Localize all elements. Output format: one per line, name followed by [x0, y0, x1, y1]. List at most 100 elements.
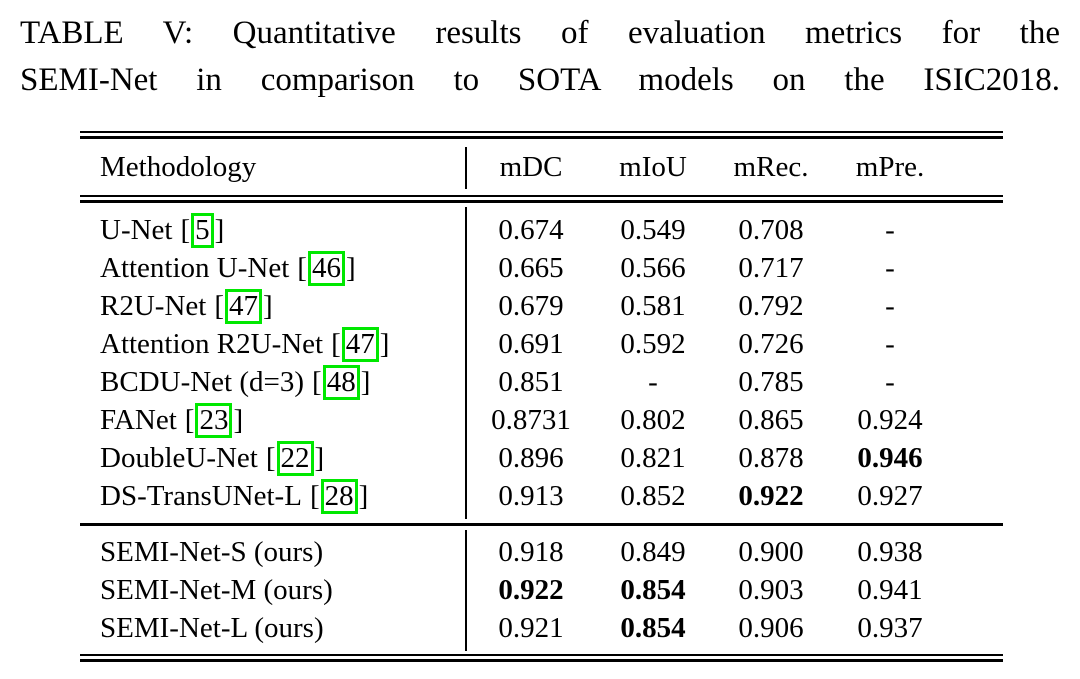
- column-divider-header: [465, 147, 467, 189]
- citation-link[interactable]: 28: [320, 478, 358, 514]
- citation-link[interactable]: 22: [276, 440, 314, 476]
- citation: [23]: [184, 402, 244, 438]
- method-cell: SEMI-Net-S (ours): [80, 536, 465, 569]
- citation-link[interactable]: 47: [341, 326, 379, 362]
- citation-link[interactable]: 23: [195, 402, 233, 438]
- method-name: Attention R2U-Net: [100, 327, 324, 360]
- mdc-value: 0.913: [498, 479, 564, 512]
- citation: [28]: [309, 478, 369, 514]
- mpre-value: 0.927: [857, 479, 923, 512]
- mpre-value: 0.938: [857, 535, 923, 568]
- mrec-value: 0.785: [738, 365, 804, 398]
- mrec-value: 0.878: [738, 441, 804, 474]
- citation: [48]: [312, 364, 371, 400]
- mrec-value: 0.906: [738, 611, 804, 644]
- citation-link[interactable]: 47: [225, 288, 262, 324]
- table-header-row: Methodology mDC mIoU mRec. mPre.: [80, 139, 1003, 195]
- method-name: Attention U-Net: [100, 251, 290, 284]
- miou-value: 0.852: [620, 479, 686, 512]
- mdc-value: 0.674: [498, 213, 564, 246]
- mdc-value: 0.922: [498, 573, 564, 606]
- miou-value: 0.549: [620, 213, 686, 246]
- results-table: Methodology mDC mIoU mRec. mPre. U-Net[5…: [80, 131, 1003, 662]
- mdc-value: 0.896: [498, 441, 564, 474]
- mrec-value: 0.922: [738, 479, 804, 512]
- miou-value: 0.821: [620, 441, 686, 474]
- table-caption: TABLE V: Quantitative results of evaluat…: [0, 0, 1080, 104]
- table-top-rule: [80, 131, 1003, 139]
- method-cell: SEMI-Net-L (ours): [80, 612, 465, 645]
- citation-link[interactable]: 5: [191, 212, 214, 248]
- mdc-value: 0.921: [498, 611, 564, 644]
- table-row: FANet[23] 0.8731 0.802 0.865 0.924: [80, 401, 1003, 439]
- table-row: R2U-Net[47] 0.679 0.581 0.792 -: [80, 287, 1003, 325]
- table-row: SEMI-Net-L (ours) 0.921 0.854 0.906 0.93…: [80, 609, 1003, 647]
- sota-models-section: U-Net[5] 0.674 0.549 0.708 - Attention U…: [80, 203, 1003, 523]
- citation: [46]: [297, 250, 356, 286]
- mrec-value: 0.717: [738, 251, 804, 284]
- method-cell: Attention U-Net[46]: [80, 250, 465, 286]
- mpre-value: -: [885, 289, 895, 322]
- column-divider-body2: [465, 530, 467, 651]
- mrec-value: 0.792: [738, 289, 804, 322]
- miou-value: -: [648, 365, 658, 398]
- section-separator-rule: [80, 523, 1003, 526]
- method-name: FANet: [100, 403, 177, 436]
- header-separator-rule: [80, 195, 1003, 203]
- method-name: SEMI-Net-L (ours): [100, 611, 324, 644]
- citation-link[interactable]: 46: [307, 250, 345, 286]
- caption-line-1: TABLE V: Quantitative results of evaluat…: [20, 15, 1060, 51]
- table-row: Attention R2U-Net[47] 0.691 0.592 0.726 …: [80, 325, 1003, 363]
- column-header-methodology: Methodology: [100, 150, 257, 183]
- mdc-value: 0.918: [498, 535, 564, 568]
- mrec-value: 0.865: [738, 403, 804, 436]
- table-row: SEMI-Net-S (ours) 0.918 0.849 0.900 0.93…: [80, 533, 1003, 571]
- method-name: SEMI-Net-S (ours): [100, 535, 324, 568]
- table-row: SEMI-Net-M (ours) 0.922 0.854 0.903 0.94…: [80, 571, 1003, 609]
- mpre-value: -: [885, 365, 895, 398]
- mdc-value: 0.679: [498, 289, 564, 322]
- caption-line-2: SEMI-Net in comparison to SOTA models on…: [20, 62, 1060, 98]
- miou-value: 0.581: [620, 289, 686, 322]
- mpre-value: -: [885, 213, 895, 246]
- miou-value: 0.802: [620, 403, 686, 436]
- citation: [22]: [265, 440, 325, 476]
- citation: [47]: [331, 326, 390, 362]
- mdc-value: 0.851: [498, 365, 564, 398]
- mpre-value: 0.937: [857, 611, 923, 644]
- citation: [5]: [180, 212, 225, 248]
- miou-value: 0.566: [620, 251, 686, 284]
- mdc-value: 0.8731: [491, 403, 571, 436]
- method-name: SEMI-Net-M (ours): [100, 573, 333, 606]
- method-name: DoubleU-Net: [100, 441, 258, 474]
- method-cell: FANet[23]: [80, 402, 465, 438]
- method-name: BCDU-Net (d=3): [100, 365, 305, 398]
- mrec-value: 0.708: [738, 213, 804, 246]
- mrec-value: 0.726: [738, 327, 804, 360]
- column-header-mdc: mDC: [499, 150, 563, 183]
- method-cell: DoubleU-Net[22]: [80, 440, 465, 476]
- method-cell: SEMI-Net-M (ours): [80, 574, 465, 607]
- method-name: DS-TransUNet-L: [100, 479, 302, 512]
- table-row: U-Net[5] 0.674 0.549 0.708 -: [80, 211, 1003, 249]
- method-name: R2U-Net: [100, 289, 207, 322]
- mrec-value: 0.900: [738, 535, 804, 568]
- method-cell: BCDU-Net (d=3)[48]: [80, 364, 465, 400]
- mpre-value: -: [885, 251, 895, 284]
- mpre-value: 0.924: [857, 403, 923, 436]
- method-cell: R2U-Net[47]: [80, 288, 465, 324]
- column-divider-body1: [465, 207, 467, 519]
- miou-value: 0.854: [620, 611, 686, 644]
- miou-value: 0.592: [620, 327, 686, 360]
- table-row: Attention U-Net[46] 0.665 0.566 0.717 -: [80, 249, 1003, 287]
- column-header-mpre: mPre.: [855, 150, 925, 183]
- ours-models-section: SEMI-Net-S (ours) 0.918 0.849 0.900 0.93…: [80, 526, 1003, 654]
- table-row: DS-TransUNet-L[28] 0.913 0.852 0.922 0.9…: [80, 477, 1003, 515]
- mrec-value: 0.903: [738, 573, 804, 606]
- miou-value: 0.849: [620, 535, 686, 568]
- mpre-value: 0.941: [857, 573, 923, 606]
- citation-link[interactable]: 48: [322, 364, 360, 400]
- mdc-value: 0.665: [498, 251, 564, 284]
- method-cell: U-Net[5]: [80, 212, 465, 248]
